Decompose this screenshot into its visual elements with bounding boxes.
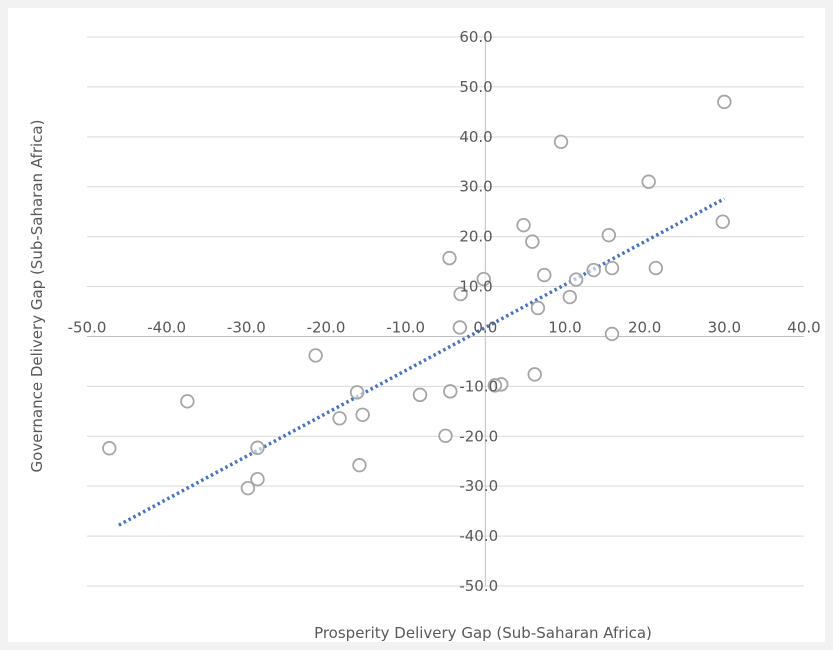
data-point	[562, 289, 577, 305]
data-point	[250, 440, 265, 455]
y-axis-title: Governance Delivery Gap (Sub-Saharan Afr…	[28, 120, 46, 473]
data-point	[332, 411, 347, 426]
x-tick-label: 0.0	[473, 318, 497, 336]
x-tick-label: 10.0	[548, 318, 581, 336]
x-tick-label: -10.0	[386, 318, 425, 336]
data-point	[553, 134, 569, 150]
data-point	[568, 272, 584, 287]
data-point	[442, 250, 457, 266]
data-point	[604, 260, 620, 276]
x-tick-label: 20.0	[628, 318, 661, 336]
x-tick-label: 40.0	[787, 318, 820, 336]
data-point	[180, 394, 195, 409]
y-tick-label: 10.0	[459, 278, 492, 296]
trendline-group	[118, 197, 726, 527]
data-point	[438, 428, 453, 443]
data-point	[586, 262, 601, 278]
data-point	[102, 441, 117, 456]
data-point	[641, 174, 656, 189]
x-tick-label: -50.0	[68, 318, 107, 336]
data-point	[715, 214, 730, 229]
data-points	[102, 94, 732, 496]
data-point	[601, 227, 617, 243]
data-point	[487, 378, 503, 393]
data-point	[355, 407, 370, 423]
y-tick-label: 60.0	[459, 28, 492, 46]
data-point	[352, 458, 367, 473]
data-point	[648, 260, 664, 276]
gridlines	[87, 36, 804, 587]
scatter-chart: -50.0 -40.0 -30.0 -20.0 -10.0 0.0 10.0 20.0 30.0…	[28, 28, 821, 642]
data-point	[308, 348, 323, 363]
x-tick-label: -30.0	[227, 318, 266, 336]
chart-frame: -50.0 -40.0 -30.0 -20.0 -10.0 0.0 10.0 20.0 30.0…	[8, 8, 825, 642]
y-tick-label: -10.0	[459, 377, 498, 395]
data-point	[443, 384, 458, 399]
data-point	[537, 267, 552, 283]
data-point	[349, 385, 365, 400]
data-point	[453, 286, 468, 302]
data-point	[250, 471, 265, 487]
y-tick-label: 40.0	[459, 128, 492, 146]
x-tick-label: 30.0	[708, 318, 741, 336]
data-point	[525, 234, 540, 249]
data-point	[717, 94, 732, 110]
y-tick-label: -20.0	[459, 427, 498, 445]
data-point	[452, 320, 468, 335]
data-point	[527, 367, 542, 382]
axes	[87, 37, 804, 586]
trendline	[118, 197, 726, 527]
y-tick-label: 20.0	[459, 228, 492, 246]
data-point	[604, 326, 620, 342]
y-tick-label: 50.0	[459, 78, 492, 96]
x-tick-label: -20.0	[307, 318, 346, 336]
x-axis-title: Prosperity Delivery Gap (Sub-Saharan Afr…	[314, 624, 652, 642]
y-tick-label: -30.0	[459, 477, 498, 495]
x-tick-label: -40.0	[147, 318, 186, 336]
data-point	[412, 387, 428, 403]
tick-labels: -50.0 -40.0 -30.0 -20.0 -10.0 0.0 10.0 20.0 30.0…	[68, 28, 821, 595]
data-point	[240, 480, 256, 496]
data-point	[516, 217, 531, 233]
y-tick-label: -50.0	[459, 577, 498, 595]
y-tick-label: 30.0	[459, 178, 492, 196]
y-tick-label: -40.0	[459, 527, 498, 545]
data-point	[476, 271, 491, 287]
data-point	[530, 300, 546, 316]
